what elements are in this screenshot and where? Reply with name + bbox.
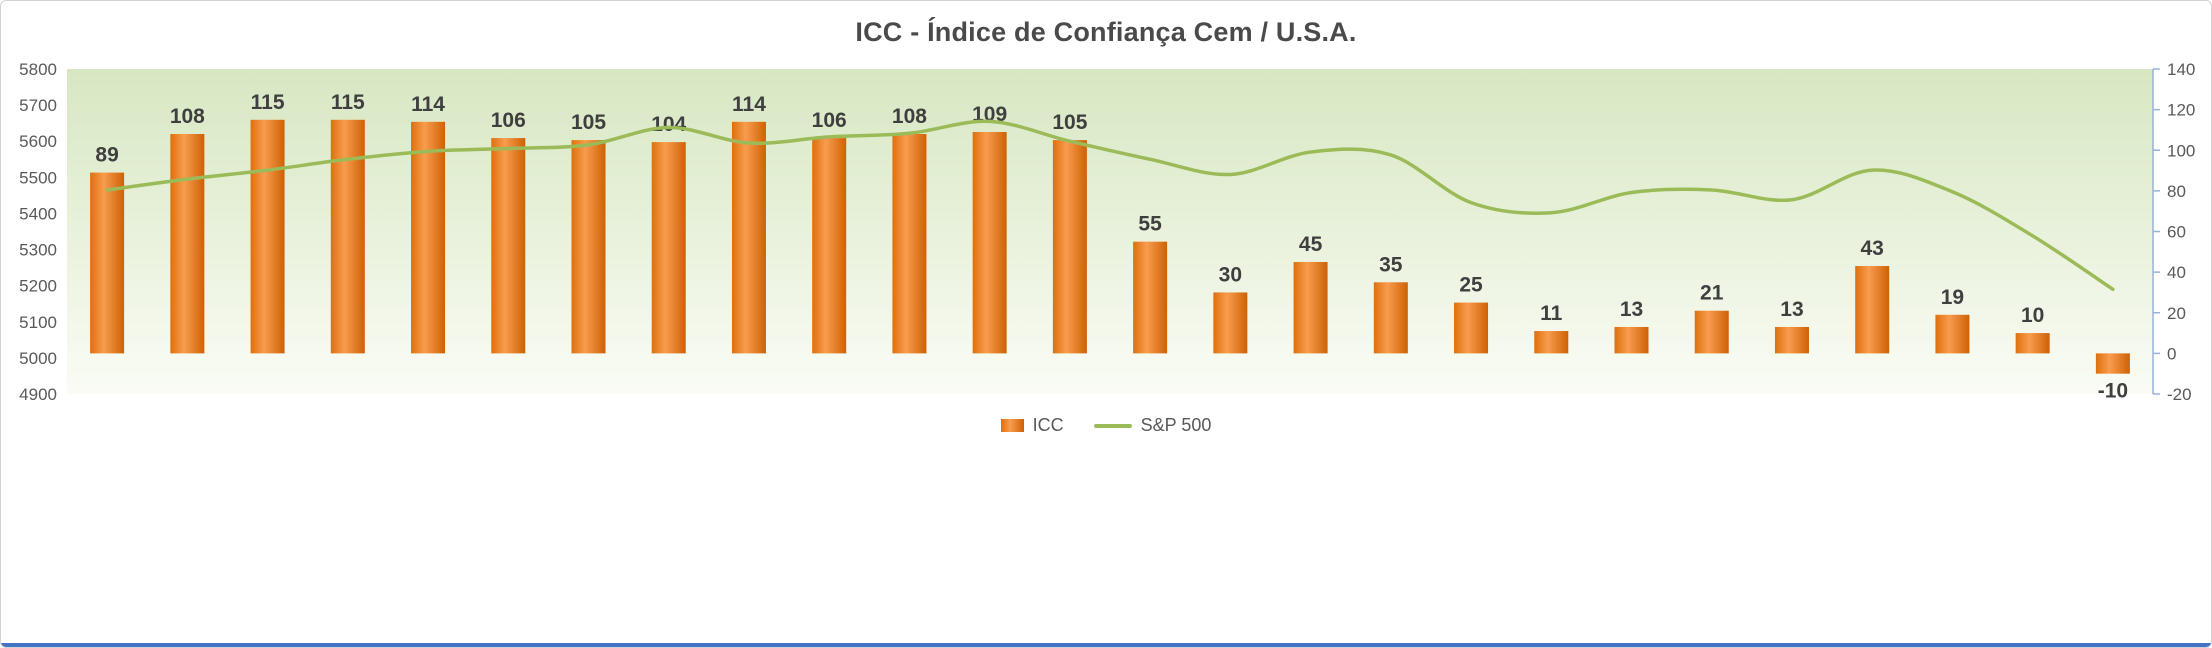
- right-axis-tick-label: 100: [2167, 141, 2195, 160]
- bar-data-label: 19: [1941, 286, 1964, 309]
- icc-bar[interactable]: [1774, 326, 1809, 354]
- window-bottom-accent: [1, 643, 2211, 647]
- icc-bar[interactable]: [731, 121, 766, 354]
- icc-bar[interactable]: [1855, 266, 1890, 354]
- left-axis-tick-label: 5300: [19, 241, 57, 260]
- right-axis-tick-label: 140: [2167, 60, 2195, 79]
- bar-data-label: -10: [2098, 380, 2128, 403]
- right-axis-tick-label: 0: [2167, 344, 2176, 363]
- icc-bar[interactable]: [1213, 292, 1248, 354]
- icc-bar[interactable]: [1935, 314, 1970, 354]
- right-axis-tick-label: 60: [2167, 223, 2186, 242]
- bar-data-label: 104: [651, 113, 686, 136]
- icc-bar[interactable]: [1293, 261, 1328, 354]
- chart-plot: 5800 5700 5600 5500 5400 5300 5200 5100 5000 4900…: [19, 60, 2195, 404]
- bar-data-label: 55: [1138, 213, 1162, 236]
- left-axis-tick-label: 5500: [19, 168, 57, 187]
- icc-bar[interactable]: [330, 119, 365, 354]
- icc-bar[interactable]: [651, 142, 686, 354]
- bar-data-label: 114: [411, 93, 445, 116]
- icc-bar[interactable]: [491, 138, 526, 354]
- bar-data-label: 108: [170, 105, 205, 128]
- icc-bar[interactable]: [2095, 353, 2130, 374]
- bar-data-label: 106: [812, 109, 847, 132]
- right-axis-tick-label: 40: [2167, 263, 2186, 282]
- bar-data-label: 105: [571, 111, 606, 134]
- icc-bar[interactable]: [170, 134, 205, 354]
- right-axis-tick-label: 20: [2167, 304, 2186, 323]
- left-axis-tick-label: 5200: [19, 277, 57, 296]
- bar-data-label: 10: [2021, 304, 2044, 327]
- chart-title: ICC - Índice de Confiança Cem / U.S.A.: [855, 17, 1357, 47]
- left-axis-tick-label: 5600: [19, 132, 57, 151]
- left-axis-tick-label: 4900: [19, 385, 57, 404]
- legend-item-sp500[interactable]: S&P 500: [1093, 415, 1212, 436]
- bar-data-label: 106: [491, 109, 526, 132]
- legend-label-sp500: S&P 500: [1140, 415, 1212, 435]
- legend-item-icc[interactable]: ICC: [1000, 415, 1064, 436]
- bar-data-label: 13: [1780, 298, 1803, 321]
- icc-bar[interactable]: [571, 140, 606, 354]
- bar-data-label: 13: [1620, 298, 1643, 321]
- icc-bar[interactable]: [1373, 282, 1408, 354]
- icc-bar[interactable]: [1052, 140, 1087, 354]
- left-axis-tick-label: 5700: [19, 96, 57, 115]
- chart-legend: ICC S&P 500: [1, 415, 2211, 436]
- bar-data-label: 105: [1052, 111, 1087, 134]
- icc-bar[interactable]: [1454, 302, 1489, 354]
- icc-bar[interactable]: [1694, 310, 1729, 354]
- bar-data-label: 43: [1861, 237, 1884, 260]
- bar-data-label: 89: [95, 144, 118, 167]
- plot-area-background: [67, 69, 2153, 394]
- icc-bar[interactable]: [1534, 331, 1569, 354]
- bar-data-label: 115: [251, 91, 285, 114]
- sp500-series-swatch: [1093, 423, 1132, 428]
- icc-bar[interactable]: [90, 172, 125, 354]
- left-axis-tick-label: 5100: [19, 313, 57, 332]
- icc-bar[interactable]: [972, 131, 1007, 354]
- bar-data-label: 108: [892, 105, 927, 128]
- sp500-line[interactable]: [105, 119, 2115, 292]
- icc-bar[interactable]: [250, 119, 285, 354]
- icc-bar[interactable]: [2015, 333, 2050, 354]
- legend-label-icc: ICC: [1032, 415, 1064, 435]
- icc-bar[interactable]: [1614, 326, 1649, 354]
- icc-bar[interactable]: [892, 134, 927, 354]
- icc-series-swatch: [1000, 419, 1024, 432]
- bar-data-label: 21: [1700, 282, 1724, 305]
- left-axis-tick-label: 5400: [19, 204, 57, 223]
- bar-data-label: 45: [1299, 233, 1323, 256]
- bar-data-label: 11: [1540, 302, 1563, 325]
- bar-data-label: 35: [1379, 253, 1403, 276]
- right-axis-tick-label: -20: [2167, 385, 2192, 404]
- icc-bar[interactable]: [411, 121, 446, 354]
- left-axis-tick-label: 5800: [19, 60, 57, 79]
- icc-bar[interactable]: [812, 138, 847, 354]
- bar-data-label: 115: [331, 91, 365, 114]
- icc-bar[interactable]: [1133, 241, 1168, 354]
- left-axis-tick-label: 5000: [19, 349, 57, 368]
- bar-data-label: 114: [732, 93, 766, 116]
- right-axis-tick-label: 120: [2167, 101, 2195, 120]
- bar-data-label: 30: [1219, 263, 1242, 286]
- right-axis-tick-label: 80: [2167, 182, 2186, 201]
- bar-data-label: 25: [1459, 274, 1483, 297]
